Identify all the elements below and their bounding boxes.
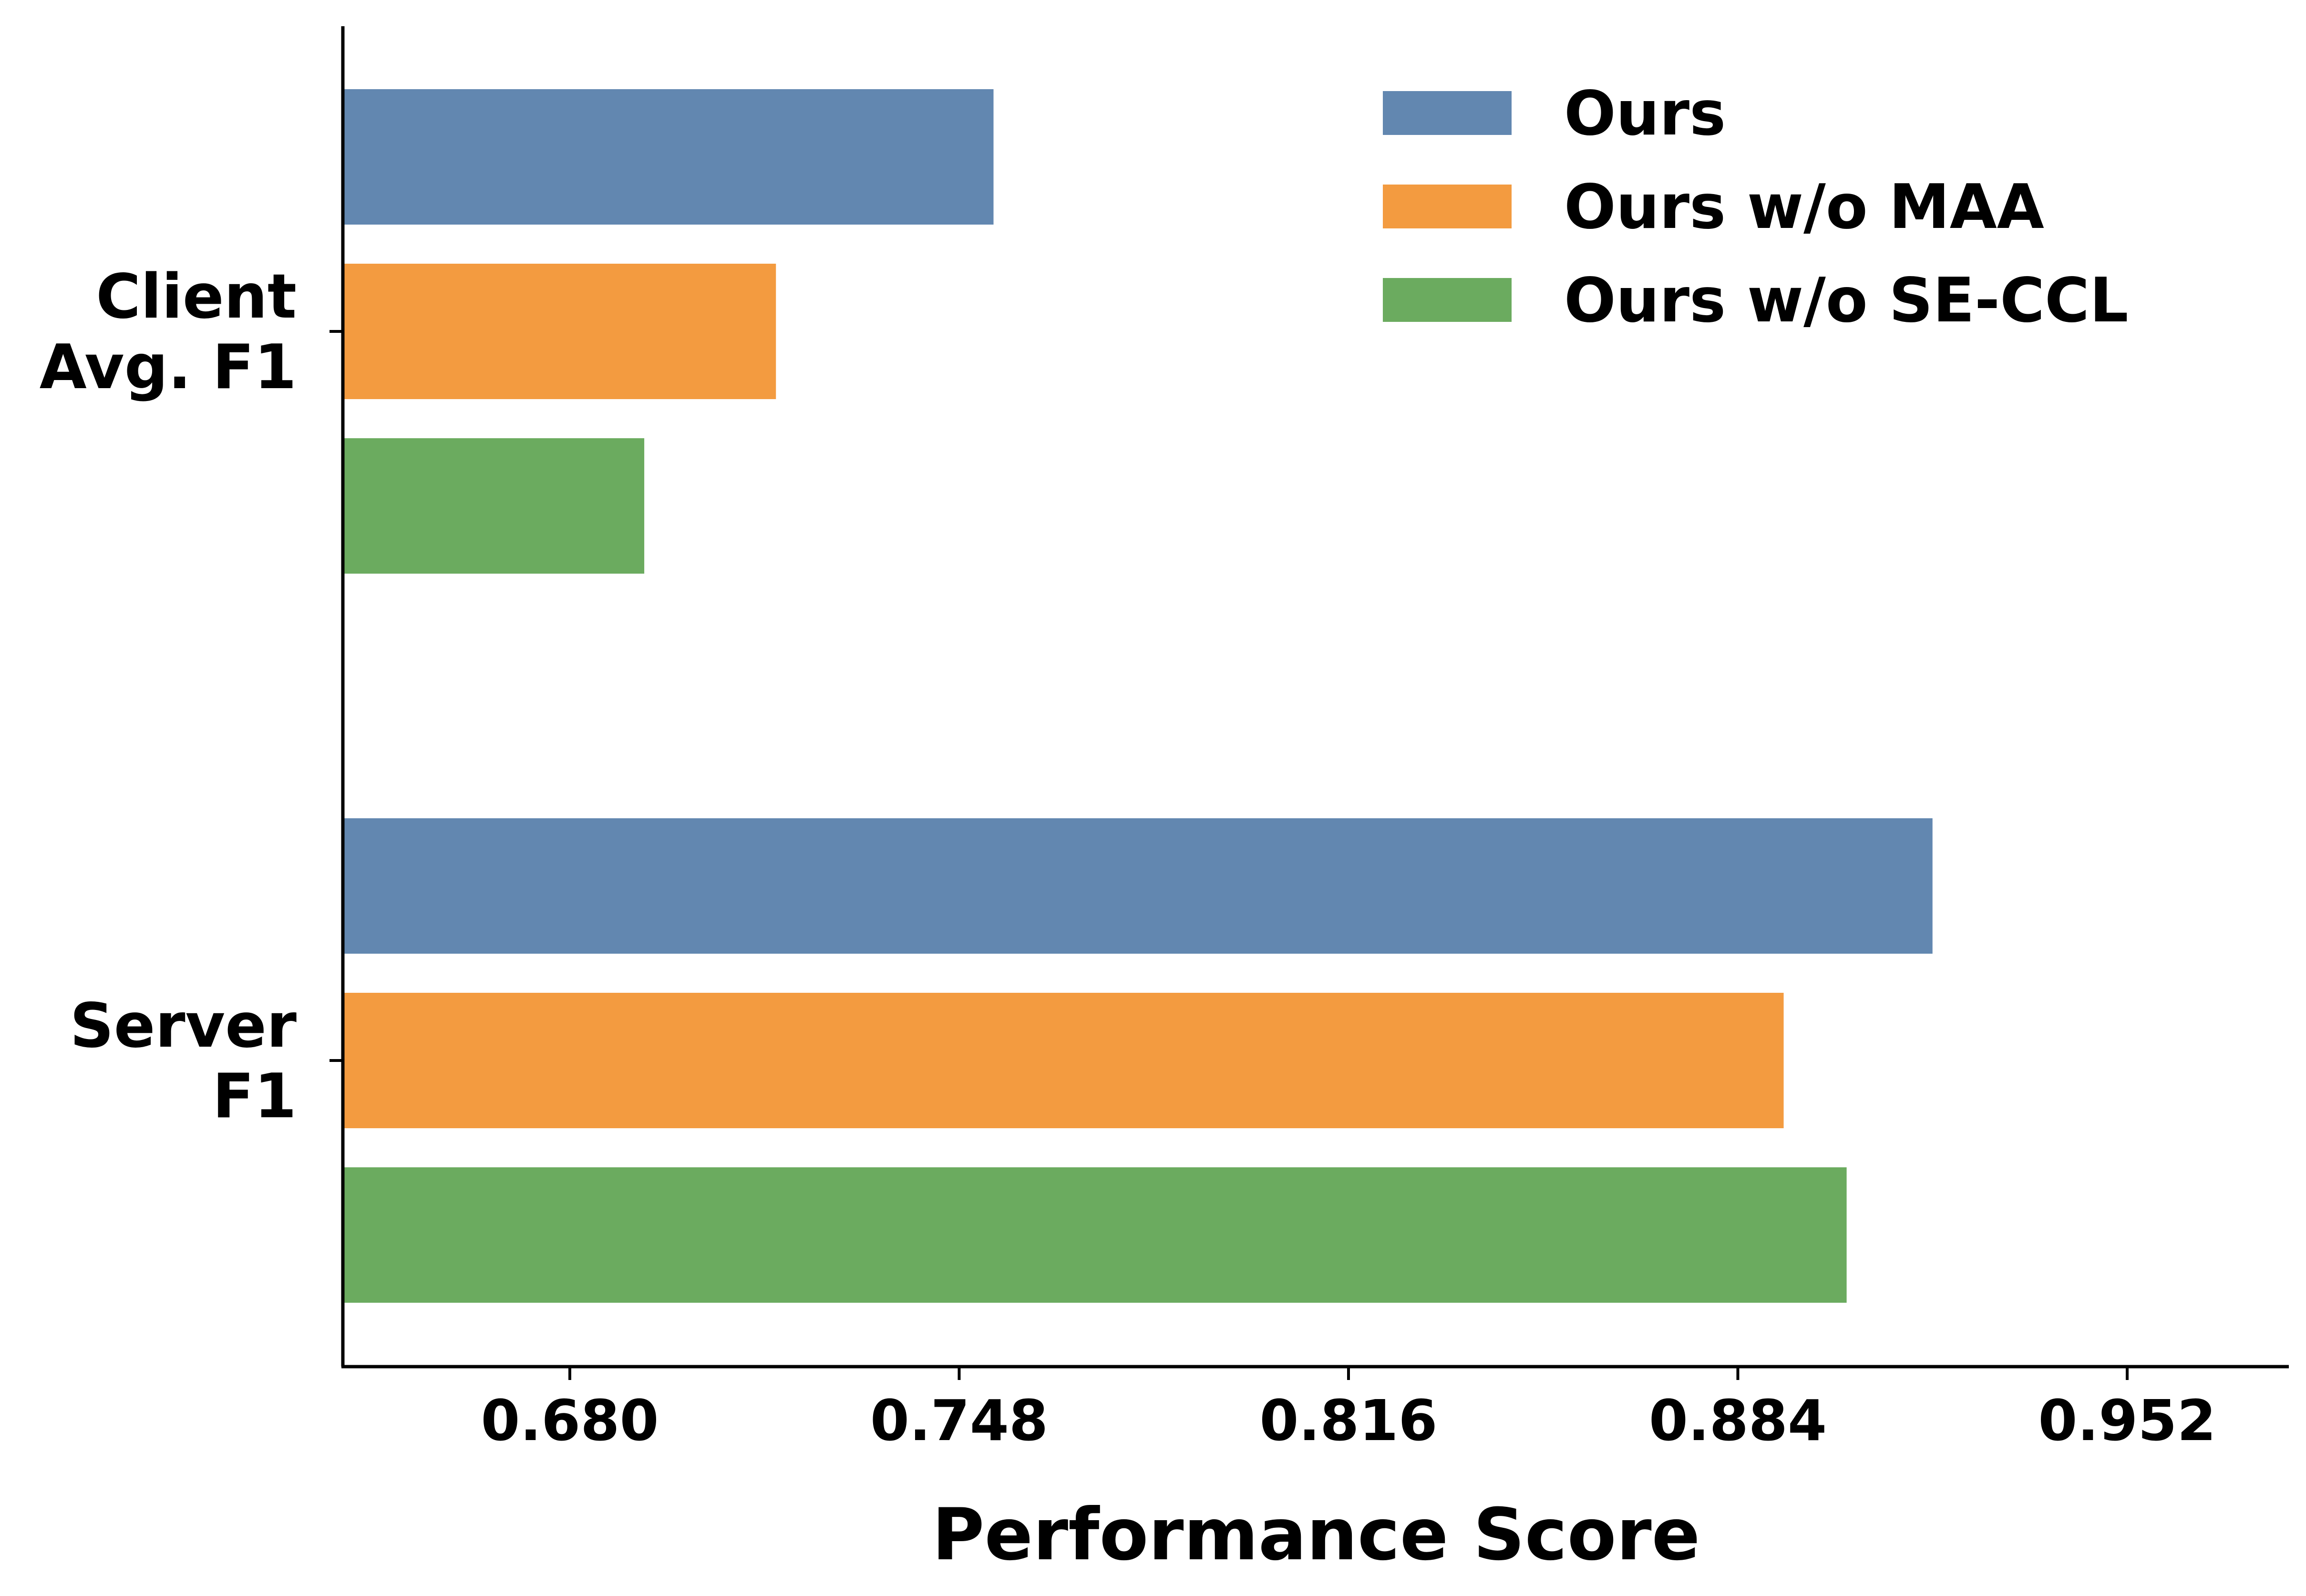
category-label-1-1: F1 xyxy=(213,1061,297,1132)
bar-1-0 xyxy=(344,264,776,399)
legend-label-2: Ours w/o SE-CCL xyxy=(1564,265,2129,336)
legend-label-0: Ours xyxy=(1564,78,1726,149)
category-label-0-1: Avg. F1 xyxy=(40,332,297,403)
category-label-1-0: Server xyxy=(70,990,297,1061)
bar-1-1 xyxy=(344,993,1784,1128)
x-tick-label-1: 0.748 xyxy=(870,1388,1048,1453)
x-axis-title: Performance Score xyxy=(932,1493,1700,1576)
bar-0-0 xyxy=(344,89,994,225)
x-tick-label-2: 0.816 xyxy=(1259,1388,1437,1453)
legend-label-1: Ours w/o MAA xyxy=(1564,172,2044,243)
ticks-layer: 0.680 0.748 0.816 0.884 0.952 xyxy=(481,1367,2216,1453)
bar-2-0 xyxy=(344,438,645,574)
x-tick-label-0: 0.680 xyxy=(481,1388,659,1453)
category-label-0-0: Client xyxy=(96,261,297,332)
x-tick-label-3: 0.884 xyxy=(1649,1388,1827,1453)
bar-2-1 xyxy=(344,1167,1847,1303)
bar-0-1 xyxy=(344,818,1933,954)
legend-swatch-1 xyxy=(1383,185,1512,228)
legend-swatch-2 xyxy=(1383,278,1512,322)
legend-swatch-0 xyxy=(1383,91,1512,135)
x-tick-label-4: 0.952 xyxy=(2038,1388,2216,1453)
legend: Ours Ours w/o MAA Ours w/o SE-CCL xyxy=(1383,78,2129,336)
bars-layer xyxy=(344,89,1933,1303)
axes-layer xyxy=(341,26,2289,1369)
